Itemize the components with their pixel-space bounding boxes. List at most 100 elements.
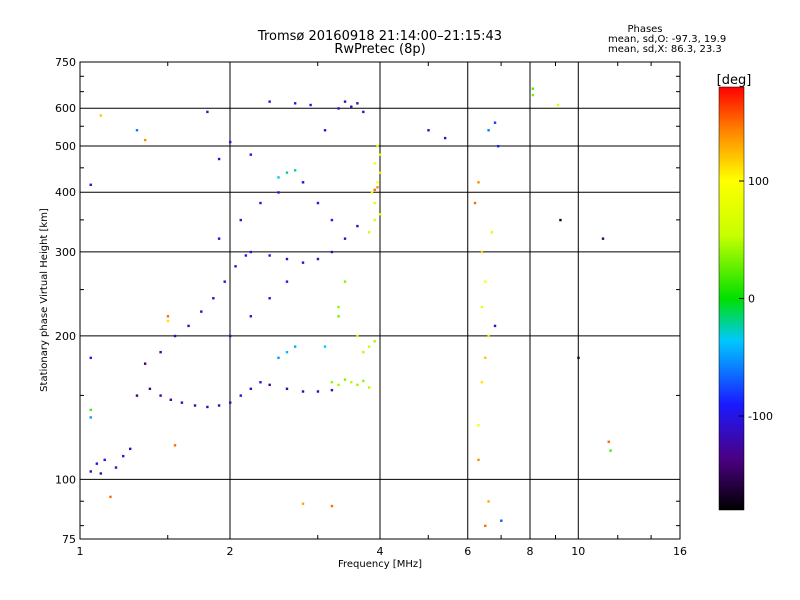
data-point <box>114 466 118 469</box>
data-point <box>293 102 297 105</box>
y-axis: 75 100 200 300 400 500 600 750 <box>55 56 680 546</box>
data-point <box>350 381 353 384</box>
data-point <box>343 378 347 381</box>
data-point <box>477 424 480 427</box>
data-point <box>143 138 147 142</box>
data-point <box>337 305 340 309</box>
data-point <box>89 356 92 360</box>
data-point <box>249 250 253 254</box>
data-point <box>330 250 334 254</box>
colorbar-ticks: 100 0 -100 <box>739 175 773 423</box>
data-point <box>135 129 139 132</box>
data-point <box>217 157 221 161</box>
data-point <box>129 447 132 451</box>
data-point <box>212 297 215 300</box>
data-point <box>484 280 487 283</box>
data-point <box>285 257 289 261</box>
data-point <box>330 381 334 384</box>
data-point <box>609 449 612 452</box>
data-point <box>277 191 280 194</box>
x-tick-label: 10 <box>571 545 585 558</box>
data-point <box>159 350 162 354</box>
data-point <box>473 201 477 205</box>
data-point <box>89 470 92 473</box>
data-point <box>285 171 289 174</box>
plot-frame <box>79 61 681 540</box>
data-point <box>89 408 92 412</box>
data-point <box>356 224 359 228</box>
data-point <box>277 356 280 360</box>
data-point <box>89 416 92 419</box>
data-point <box>173 334 177 338</box>
data-point <box>159 394 162 397</box>
data-point <box>373 218 376 222</box>
data-point <box>427 129 430 132</box>
data-point <box>206 405 209 409</box>
data-point <box>480 305 484 309</box>
data-point <box>268 100 271 103</box>
y-tick-label: 300 <box>55 246 76 259</box>
y-tick-label: 500 <box>55 140 76 153</box>
data-point <box>301 502 305 505</box>
data-point <box>89 183 92 186</box>
data-point <box>217 404 221 407</box>
data-point <box>103 458 106 462</box>
data-point <box>229 401 232 404</box>
data-point <box>367 231 371 234</box>
x-tick-label: 16 <box>673 545 687 558</box>
data-point <box>293 169 297 172</box>
data-point <box>477 181 480 184</box>
data-point <box>484 524 487 528</box>
data-point <box>480 250 484 254</box>
data-point <box>531 93 535 97</box>
data-point <box>356 334 359 338</box>
data-point <box>187 324 190 328</box>
data-point <box>373 188 376 192</box>
x-tick-label: 8 <box>527 545 534 558</box>
data-point <box>559 218 562 222</box>
data-point <box>330 504 334 508</box>
y-tick-label: 200 <box>55 330 76 343</box>
data-point <box>487 334 490 338</box>
data-point <box>166 319 170 323</box>
data-point <box>135 394 139 397</box>
data-point <box>293 345 297 348</box>
data-point <box>500 519 503 522</box>
data-point <box>330 218 334 222</box>
data-point <box>373 201 376 205</box>
chart-subtitle: RwPretec (8p) <box>334 42 425 57</box>
data-point <box>166 315 170 318</box>
data-point <box>301 181 305 184</box>
data-point <box>362 350 365 354</box>
data-point <box>268 254 271 257</box>
data-point <box>370 191 374 194</box>
colorbar-label: [deg] <box>717 73 752 88</box>
data-point <box>480 381 484 384</box>
data-point <box>316 390 320 393</box>
data-point <box>229 334 232 338</box>
data-point <box>316 257 320 261</box>
y-tick-label: 100 <box>55 473 76 486</box>
data-point <box>376 186 379 189</box>
data-point <box>268 297 271 300</box>
x-tick-label: 4 <box>377 545 384 558</box>
stats-heading: Phases <box>627 24 662 35</box>
data-point <box>487 129 490 132</box>
data-point <box>337 315 340 318</box>
data-point <box>249 153 253 156</box>
data-point <box>343 237 347 240</box>
data-point <box>268 383 271 387</box>
data-point <box>493 121 497 124</box>
data-point <box>376 181 379 184</box>
data-point <box>316 201 320 205</box>
data-point <box>173 444 177 447</box>
data-point <box>249 315 253 318</box>
data-point <box>367 386 371 389</box>
data-point <box>180 401 184 404</box>
data-point <box>223 280 226 283</box>
data-point <box>350 105 353 108</box>
x-axis: 1 2 4 6 8 10 16 <box>77 62 687 558</box>
data-point <box>285 280 289 283</box>
data-point <box>277 176 280 179</box>
